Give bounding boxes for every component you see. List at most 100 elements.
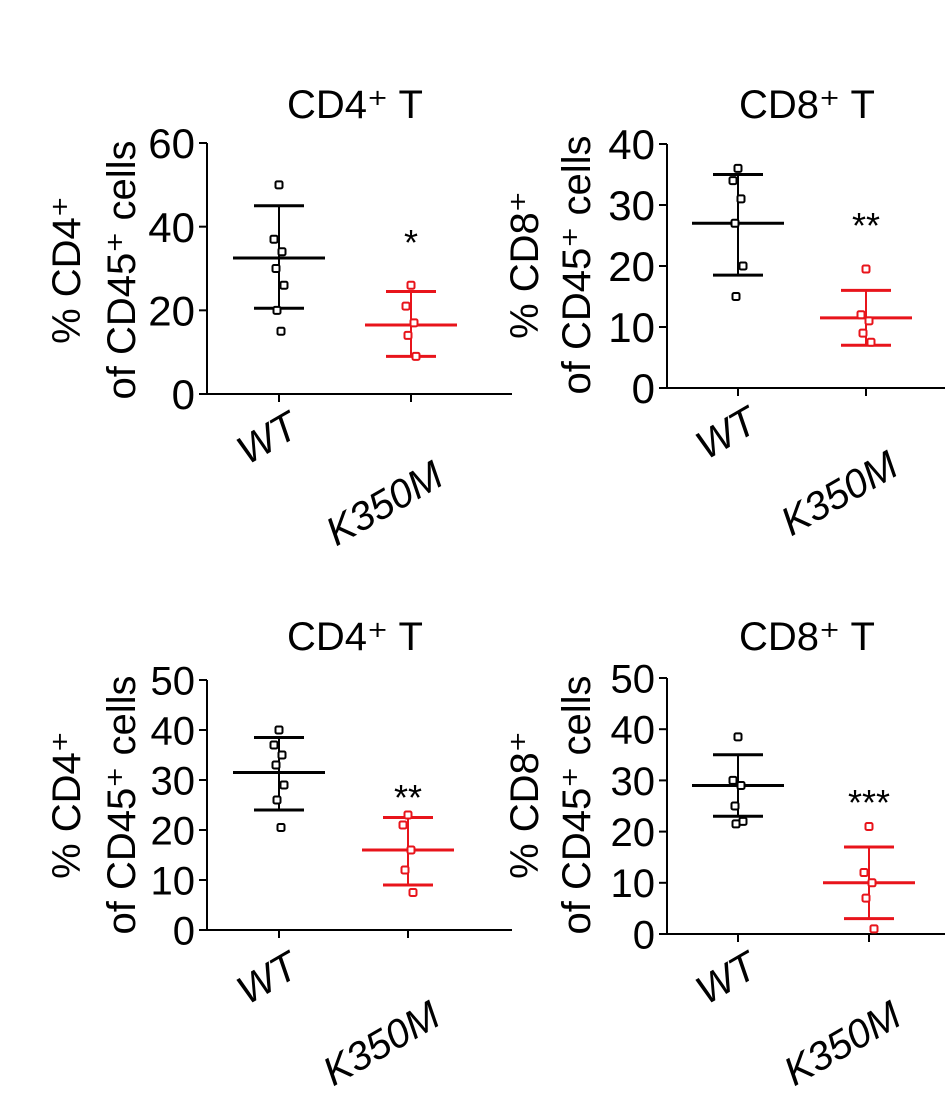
series-wt	[692, 732, 784, 829]
series-wt	[233, 180, 325, 336]
significance-marker: ***	[848, 782, 890, 823]
data-point	[736, 194, 746, 204]
data-point	[738, 261, 748, 271]
y-tick-label: 40	[611, 709, 656, 753]
y-tick-label: 0	[633, 913, 655, 957]
data-point	[409, 318, 419, 328]
data-point	[274, 725, 284, 735]
y-axis-label-line2: of CD45⁺ cells	[555, 676, 599, 935]
data-point	[277, 750, 287, 760]
y-axis-label-line2: of CD45⁺ cells	[555, 136, 599, 395]
y-tick-label: 20	[611, 811, 656, 855]
series-k350m	[823, 821, 915, 934]
y-tick-label: 50	[151, 659, 196, 703]
y-tick-label: 0	[172, 371, 195, 418]
series-wt	[233, 725, 325, 832]
data-point	[400, 865, 410, 875]
y-tick-label: 60	[148, 120, 195, 167]
x-category-label: K350M	[774, 443, 906, 545]
data-point	[864, 316, 874, 326]
y-tick-label: 50	[611, 657, 656, 701]
y-tick-label: 40	[148, 204, 195, 251]
series-wt	[692, 163, 784, 301]
data-point	[279, 780, 289, 790]
data-point	[859, 868, 869, 878]
chart-panel-2: CD8⁺ T % CD8⁺ of CD45⁺ cells 0 10 20 30 40 WTK35…	[503, 83, 945, 544]
data-point	[277, 247, 287, 257]
data-point	[856, 310, 866, 320]
data-point	[403, 810, 413, 820]
data-point	[272, 795, 282, 805]
y-tick-label: 20	[608, 243, 655, 290]
chart-panel-4: CD8⁺ T % CD8⁺ of CD45⁺ cells 0 10 20 30 40 50 WTK…	[503, 615, 945, 1093]
data-point	[730, 218, 740, 228]
data-point	[398, 820, 408, 830]
data-point	[411, 351, 421, 361]
y-tick-label: 30	[151, 759, 196, 803]
data-point	[403, 330, 413, 340]
data-point	[276, 823, 286, 832]
y-axis-label-line1: % CD4⁺	[45, 731, 89, 879]
data-point	[408, 888, 418, 897]
chart-panel-1: CD4⁺ T % CD4⁺ of CD45⁺ cells 0 20 40 60 WTK350M…	[45, 83, 512, 554]
data-point	[271, 760, 281, 770]
series-k350m	[820, 264, 912, 347]
y-tick-label: 40	[151, 709, 196, 753]
data-point	[269, 740, 279, 750]
y-axis-label-line1: % CD8⁺	[503, 731, 547, 879]
y-tick-label: 0	[632, 365, 655, 412]
y-tick-label: 0	[173, 909, 195, 953]
chart-title: CD4⁺ T	[287, 83, 423, 127]
data-point	[861, 893, 871, 903]
y-tick-label: 40	[608, 121, 655, 168]
y-tick-label: 20	[151, 809, 196, 853]
x-category-label: WT	[689, 398, 767, 468]
y-tick-label: 10	[608, 304, 655, 351]
significance-marker: *	[404, 222, 418, 263]
x-category-label: WT	[230, 403, 308, 473]
data-point	[274, 180, 284, 190]
chart-title: CD8⁺ T	[739, 615, 875, 659]
data-point	[279, 280, 289, 290]
data-point	[867, 878, 877, 888]
data-point	[406, 845, 416, 855]
y-axis-label-line2: of CD45⁺ cells	[100, 141, 144, 400]
data-point	[728, 775, 738, 785]
data-point	[272, 305, 282, 315]
significance-marker: **	[852, 205, 880, 246]
significance-marker: **	[394, 777, 422, 818]
data-point	[866, 337, 876, 347]
x-category-label: K350M	[316, 993, 448, 1093]
data-point	[731, 819, 741, 829]
x-category-label: WT	[689, 943, 767, 1013]
data-point	[869, 924, 879, 934]
data-point	[401, 301, 411, 311]
data-point	[730, 801, 740, 811]
y-tick-label: 10	[611, 862, 656, 906]
chart-title: CD8⁺ T	[739, 83, 875, 127]
data-point	[269, 234, 279, 244]
x-category-label: K350M	[319, 453, 451, 555]
chart-panel-3: CD4⁺ T % CD4⁺ of CD45⁺ cells 0 10 20 30 40 50 WTK…	[45, 615, 512, 1093]
data-point	[731, 292, 741, 301]
data-point	[276, 326, 286, 336]
data-point	[738, 816, 748, 826]
y-tick-label: 20	[148, 287, 195, 334]
data-point	[728, 176, 738, 186]
y-axis-label-line1: % CD4⁺	[45, 196, 89, 344]
y-tick-label: 30	[611, 760, 656, 804]
x-category-label: WT	[230, 943, 308, 1013]
series-k350m	[362, 810, 454, 897]
chart-title: CD4⁺ T	[287, 615, 423, 659]
data-point	[406, 280, 416, 290]
series-k350m	[365, 280, 457, 361]
data-point	[736, 781, 746, 791]
y-tick-label: 10	[151, 859, 196, 903]
x-category-label: K350M	[777, 993, 909, 1093]
data-point	[861, 264, 871, 274]
y-axis-label-line1: % CD8⁺	[503, 191, 547, 339]
data-point	[271, 264, 281, 273]
data-point	[864, 821, 874, 831]
y-axis-label-line2: of CD45⁺ cells	[100, 676, 144, 935]
